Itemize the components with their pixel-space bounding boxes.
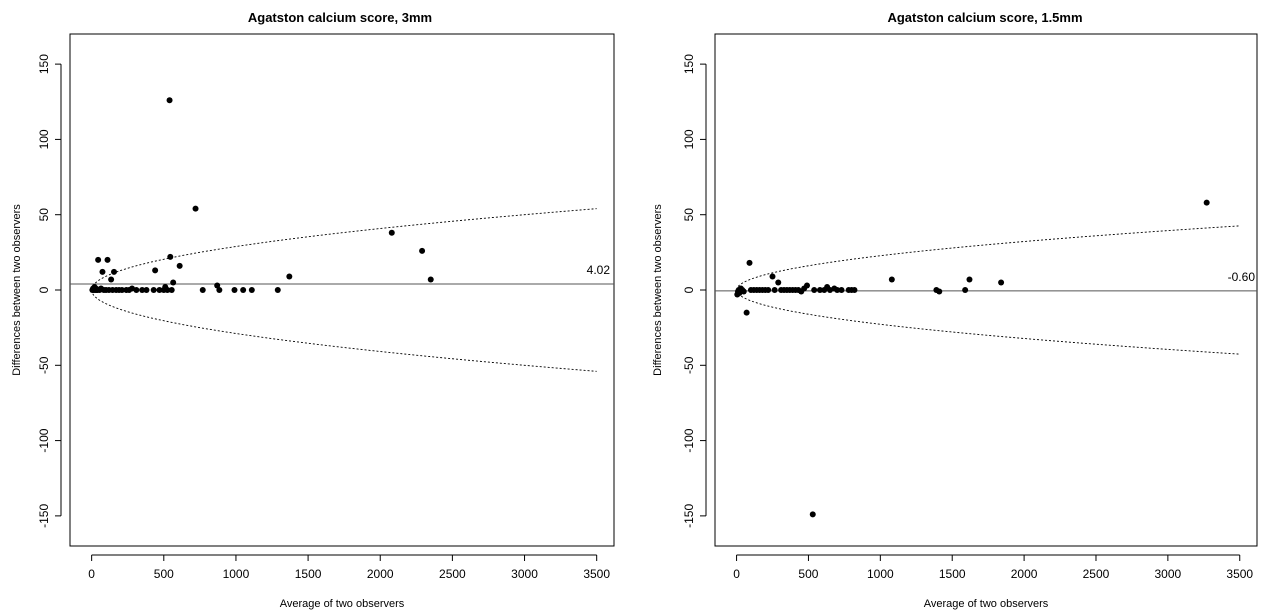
data-point (104, 256, 111, 263)
data-point (966, 276, 973, 283)
y-tick-label: 150 (37, 54, 51, 74)
data-point (118, 287, 125, 293)
plot-frame (69, 33, 615, 547)
chart-title: Agatston calcium score, 3mm (248, 10, 432, 25)
data-point (133, 287, 140, 293)
data-point (111, 268, 118, 275)
data-point (998, 279, 1005, 286)
x-tick-label: 2500 (1083, 567, 1110, 581)
upper-limit-curve (736, 225, 1240, 291)
x-tick-label: 1500 (295, 567, 322, 581)
data-point (1203, 199, 1210, 206)
upper-limit-curve (91, 208, 597, 291)
data-point (286, 273, 293, 280)
y-tick-label: -100 (37, 428, 51, 452)
y-tick-label: -50 (682, 356, 696, 374)
data-point (192, 205, 199, 212)
data-point (936, 288, 943, 295)
mean-difference-label: -0.60 (1228, 270, 1256, 284)
data-point (765, 287, 772, 293)
chart-title: Agatston calcium score, 1.5mm (887, 10, 1082, 25)
data-point (167, 253, 174, 260)
data-point (838, 287, 845, 293)
x-tick-label: 1500 (939, 567, 966, 581)
data-point (164, 287, 171, 293)
data-point (775, 279, 782, 286)
x-tick-label: 1000 (867, 567, 894, 581)
x-tick-label: 1000 (223, 567, 250, 581)
x-tick-label: 3000 (1155, 567, 1182, 581)
y-tick-label: -50 (37, 356, 51, 374)
y-tick-label: -100 (682, 428, 696, 452)
data-point (152, 267, 159, 274)
data-point (771, 287, 778, 293)
y-tick-label: 50 (37, 208, 51, 222)
data-point (388, 229, 395, 236)
data-point (139, 287, 146, 293)
data-point (743, 309, 750, 316)
x-tick-label: 500 (154, 567, 174, 581)
y-axis-label: Differences between two observers (652, 204, 664, 376)
plot-frame (714, 33, 1258, 547)
data-point (740, 288, 747, 295)
x-tick-label: 3500 (1226, 567, 1253, 581)
y-tick-label: 0 (682, 286, 696, 293)
x-axis-label: Average of two observers (924, 598, 1049, 610)
data-point (99, 268, 106, 275)
data-point (427, 276, 434, 283)
y-tick-label: -150 (682, 504, 696, 528)
y-tick-label: 50 (682, 208, 696, 222)
data-point (809, 511, 816, 518)
lower-limit-curve (91, 289, 597, 372)
x-tick-label: 2500 (439, 567, 466, 581)
data-point (888, 276, 895, 283)
x-tick-label: 2000 (367, 567, 394, 581)
y-tick-label: 100 (37, 129, 51, 149)
data-point (166, 97, 173, 104)
x-axis-label: Average of two observers (280, 598, 405, 610)
data-point (216, 287, 223, 293)
data-point (811, 287, 818, 293)
data-point (168, 287, 175, 293)
data-point (804, 282, 811, 289)
y-axis-label: Differences between two observers (11, 204, 23, 376)
data-point (962, 287, 969, 293)
x-tick-label: 3500 (583, 567, 610, 581)
data-point (108, 276, 115, 283)
x-tick-label: 0 (733, 567, 740, 581)
data-point (214, 282, 221, 289)
data-point (248, 287, 255, 293)
y-tick-label: 150 (682, 54, 696, 74)
data-point (170, 279, 177, 286)
mean-difference-label: 4.02 (587, 263, 611, 277)
data-point (156, 287, 163, 293)
x-tick-label: 0 (88, 567, 95, 581)
x-tick-label: 500 (798, 567, 818, 581)
y-tick-label: 0 (37, 286, 51, 293)
data-point (143, 287, 150, 293)
data-point (851, 287, 858, 293)
y-tick-label: -150 (37, 504, 51, 528)
data-point (231, 287, 238, 293)
data-point (95, 256, 102, 263)
data-point (816, 287, 823, 293)
data-point (419, 247, 426, 254)
x-tick-label: 3000 (511, 567, 538, 581)
x-tick-label: 2000 (1011, 567, 1038, 581)
data-point (274, 287, 281, 293)
data-point (176, 262, 183, 269)
data-point (746, 259, 753, 266)
data-point (769, 273, 776, 280)
data-point (240, 287, 247, 293)
lower-limit-curve (736, 289, 1240, 355)
data-point (834, 287, 841, 293)
data-point (199, 287, 206, 293)
y-tick-label: 100 (682, 129, 696, 149)
data-point (150, 287, 157, 293)
